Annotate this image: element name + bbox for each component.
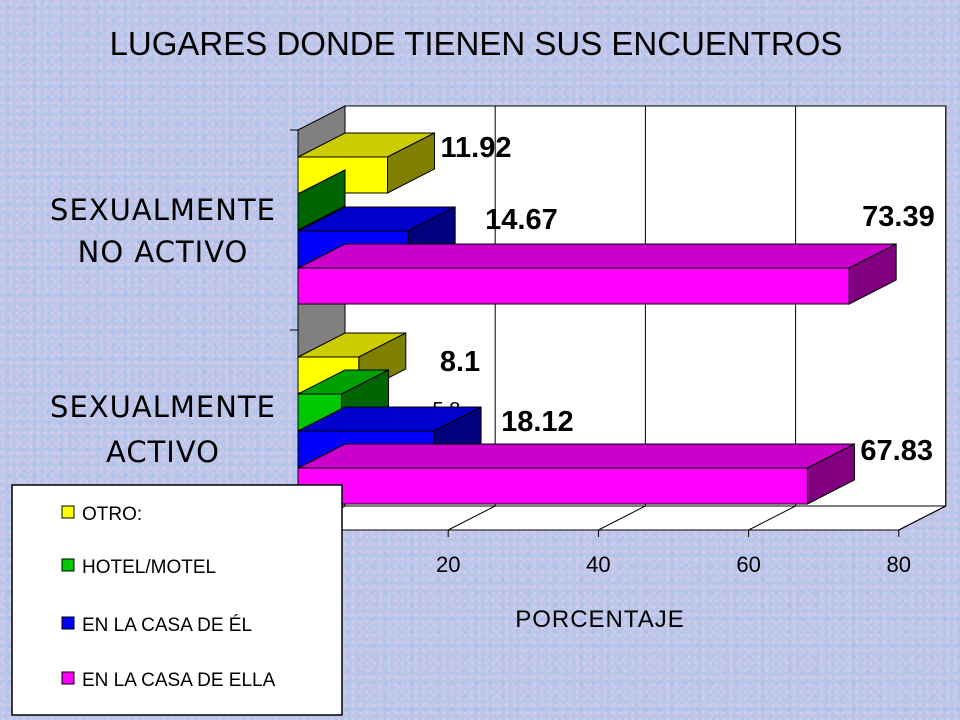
category-label: ACTIVO [106,435,220,469]
floor-gridline [748,505,796,531]
bar [297,243,897,305]
category-label: NO ACTIVO [78,235,249,269]
data-label: 73.39 [862,201,935,233]
floor-gridline [898,505,947,531]
floor-gridline [598,505,646,531]
legend: OTRO: HOTEL/MOTEL EN LA CASA DE ÉL EN LA CA… [11,484,343,716]
data-label: 18.12 [501,406,574,438]
bar-front [297,467,808,505]
bar [297,169,346,231]
legend-entry: EN LA CASA DE ÉL [82,615,252,636]
legend-swatch [61,671,75,685]
bar-top [297,243,897,269]
x-axis-label: PORCENTAJE [515,606,685,633]
legend-entry: HOTEL/MOTEL [82,557,216,578]
bar-front [297,267,850,305]
legend-swatch [61,616,75,630]
x-tick-label: 20 [436,552,460,577]
floor-gridline [447,505,496,531]
x-tick-label: 60 [736,552,760,577]
chart-title: LUGARES DONDE TIENEN SUS ENCUENTROS [110,25,843,62]
x-tick-label: 40 [586,552,610,577]
x-tick-label: 80 [887,552,911,577]
bar-top [297,443,855,469]
data-label: 8.1 [440,346,480,378]
legend-entry: OTRO: [82,504,142,525]
data-label: 14.67 [485,204,558,236]
category-label: SEXUALMENTE [50,193,276,227]
x-ticks: 20 40 60 80 [436,530,911,577]
bar [297,443,855,505]
category-labels: SEXUALMENTE NO ACTIVO SEXUALMENTE ACTIVO [50,193,276,469]
data-label: 67.83 [860,435,933,467]
category-label: SEXUALMENTE [50,390,276,424]
legend-swatch [61,558,75,572]
data-label: 11.92 [441,132,512,164]
legend-entry: EN LA CASA DE ELLA [82,670,276,691]
bar-side [297,169,346,231]
legend-swatch [61,505,75,519]
